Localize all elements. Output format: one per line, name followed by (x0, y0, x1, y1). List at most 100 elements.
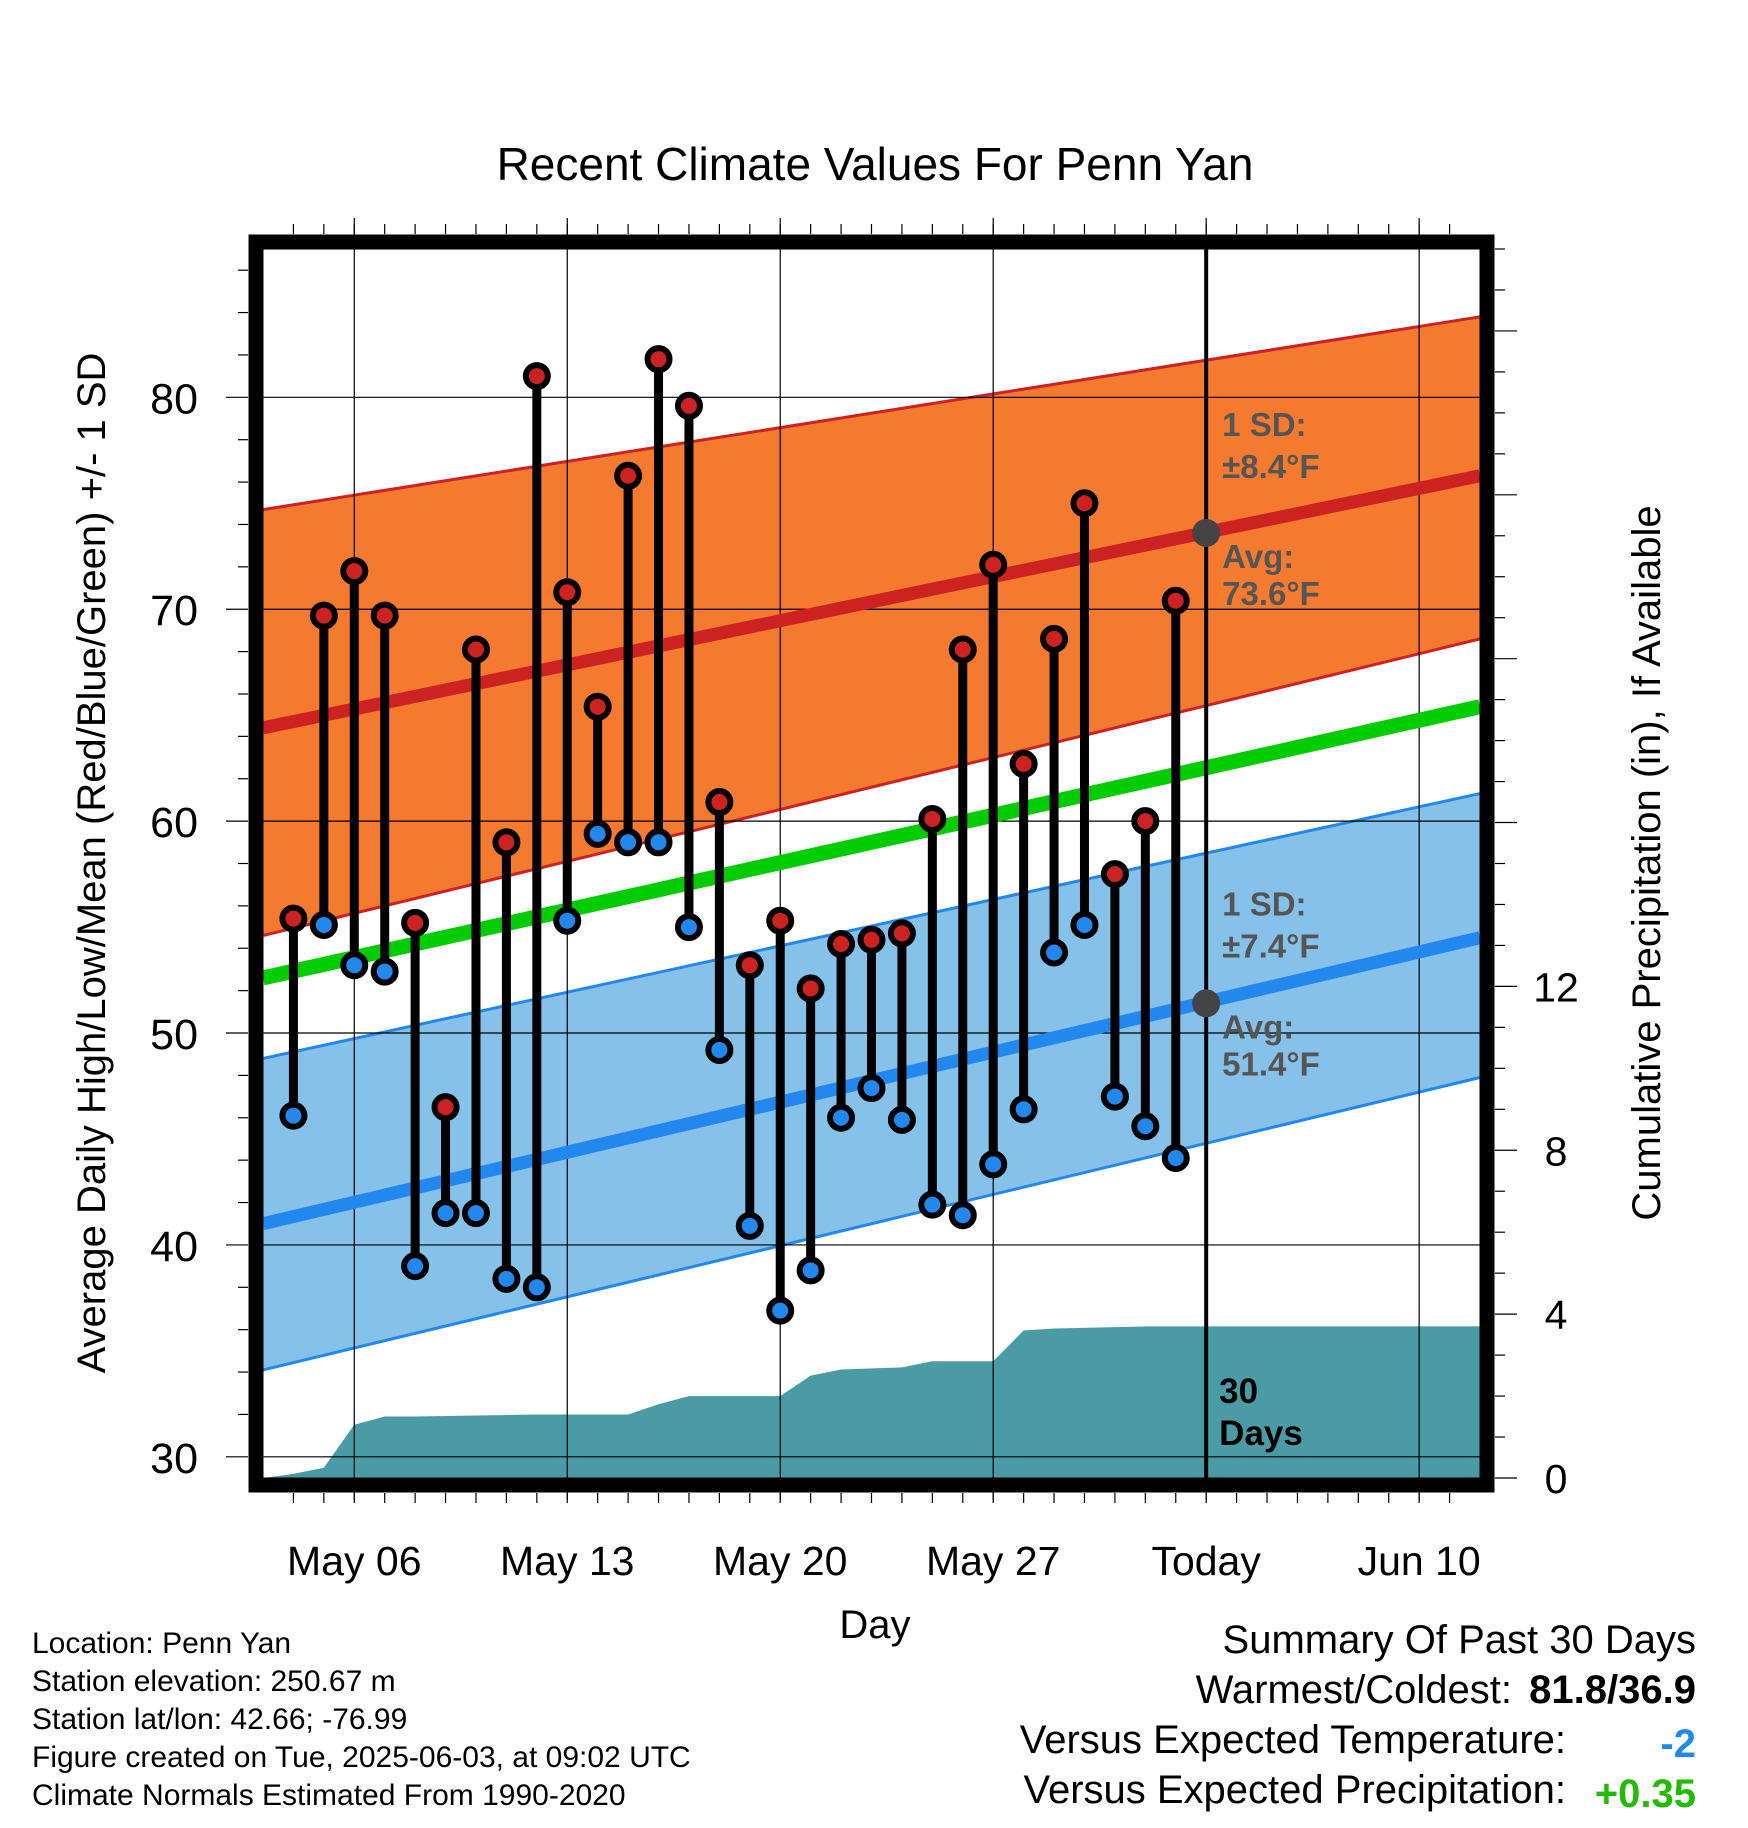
precipitation-area (263, 1326, 1480, 1478)
high-point-2025-05-14 (583, 692, 612, 721)
high-point-2025-05-05 (309, 601, 338, 630)
plot-frame (248, 234, 1495, 1493)
summary-temp-value: -2 (1660, 1722, 1696, 1766)
y-tick-label-40: 40 (150, 1223, 198, 1271)
low-point-2025-05-05 (309, 910, 338, 939)
high-point-2025-06-01 (1131, 807, 1160, 836)
x-tick-label-may-27: May 27 (926, 1538, 1060, 1584)
low-point-2025-05-28 (1009, 1095, 1038, 1124)
low-point-2025-05-26 (948, 1201, 977, 1230)
low-avg-today-marker (1192, 989, 1221, 1018)
low-point-2025-05-23 (857, 1074, 886, 1103)
info-created: Figure created on Tue, 2025-06-03, at 09… (32, 1741, 691, 1774)
y-axis-label: Average Daily High/Low/Mean (Red/Blue/Gr… (70, 353, 114, 1374)
low-point-2025-05-22 (827, 1103, 856, 1132)
low-sd-label: 1 SD: (1222, 885, 1306, 922)
summary-temp-label: Versus Expected Temperature: (1019, 1718, 1566, 1762)
summary-warm-cold-label: Warmest/Coldest: (1195, 1668, 1512, 1712)
plot-border (248, 234, 1495, 1493)
high-point-2025-05-10 (461, 635, 490, 664)
low-point-2025-05-04 (279, 1101, 308, 1130)
high-point-2025-05-08 (401, 908, 430, 937)
y2-tick-label-8: 8 (1545, 1128, 1568, 1174)
high-sd-value: ±8.4°F (1222, 448, 1319, 485)
days-word-label: Days (1219, 1414, 1303, 1453)
high-point-2025-05-15 (614, 461, 643, 490)
high-point-2025-05-24 (887, 919, 916, 948)
high-point-2025-05-18 (705, 788, 734, 817)
y2-axis-label: Cumulative Precipitation (in), If Availa… (1625, 505, 1669, 1220)
high-point-2025-05-26 (948, 635, 977, 664)
low-point-2025-05-31 (1100, 1082, 1129, 1111)
high-avg-today-marker (1192, 518, 1221, 547)
high-point-2025-05-06 (340, 557, 369, 586)
info-latlon: Station lat/lon: 42.66; -76.99 (32, 1703, 408, 1736)
low-point-2025-05-30 (1070, 910, 1099, 939)
x-tick-label-jun-10: Jun 10 (1358, 1538, 1481, 1584)
high-point-2025-05-09 (431, 1093, 460, 1122)
x-axis-label: Day (839, 1603, 910, 1647)
high-point-2025-05-21 (796, 974, 825, 1003)
high-point-2025-05-04 (279, 904, 308, 933)
high-point-2025-05-23 (857, 925, 886, 954)
high-point-2025-05-31 (1100, 860, 1129, 889)
low-point-2025-05-10 (461, 1199, 490, 1228)
high-point-2025-05-20 (766, 906, 795, 935)
high-point-2025-05-28 (1009, 749, 1038, 778)
high-sd-band-lower-edge (262, 637, 1481, 938)
high-point-2025-05-07 (370, 601, 399, 630)
low-point-2025-05-18 (705, 1035, 734, 1064)
low-point-2025-05-11 (492, 1264, 521, 1293)
low-point-2025-05-13 (553, 906, 582, 935)
summary-warm-cold-value: 81.8/36.9 (1529, 1668, 1696, 1712)
low-point-2025-05-12 (522, 1273, 551, 1302)
info-location: Location: Penn Yan (32, 1627, 292, 1660)
low-point-2025-05-16 (644, 828, 673, 857)
y-tick-label-30: 30 (150, 1435, 198, 1483)
low-point-2025-05-21 (796, 1256, 825, 1285)
low-point-2025-05-24 (887, 1105, 916, 1134)
chart-title: Recent Climate Values For Penn Yan (497, 138, 1254, 190)
x-tick-label-may-13: May 13 (500, 1538, 634, 1584)
y-tick-label-70: 70 (150, 587, 198, 635)
high-point-2025-05-12 (522, 362, 551, 391)
high-point-2025-05-30 (1070, 489, 1099, 518)
low-point-2025-05-27 (979, 1150, 1008, 1179)
axis-labels: Recent Climate Values For Penn Yan304050… (70, 138, 1669, 1647)
info-elevation: Station elevation: 250.67 m (32, 1665, 396, 1698)
summary-heading: Summary Of Past 30 Days (1222, 1618, 1696, 1662)
high-sd-band-upper-edge (262, 315, 1481, 512)
high-point-2025-05-22 (827, 930, 856, 959)
high-avg-line (261, 469, 1482, 735)
info-normals-period: Climate Normals Estimated From 1990-2020 (32, 1779, 626, 1812)
high-point-2025-05-27 (979, 550, 1008, 579)
high-point-2025-05-16 (644, 345, 673, 374)
x-tick-label-may-06: May 06 (287, 1538, 421, 1584)
daily-stems (288, 359, 1181, 1311)
y2-tick-label-0: 0 (1545, 1456, 1568, 1502)
y-tick-label-80: 80 (150, 375, 198, 423)
high-point-2025-05-17 (674, 391, 703, 420)
high-point-2025-05-13 (553, 578, 582, 607)
axis-ticks (226, 224, 1517, 1503)
y2-tick-label-12: 12 (1533, 964, 1579, 1010)
low-point-2025-05-17 (674, 913, 703, 942)
low-point-2025-06-01 (1131, 1112, 1160, 1141)
precip-area (263, 1326, 1480, 1478)
low-avg-value: 51.4°F (1222, 1045, 1320, 1082)
low-point-2025-05-09 (431, 1199, 460, 1228)
y2-tick-label-4: 4 (1545, 1292, 1568, 1338)
high-point-2025-05-25 (918, 805, 947, 834)
high-avg-label: Avg: (1222, 538, 1294, 575)
low-point-2025-05-29 (1040, 938, 1069, 967)
summary-precip-value: +0.35 (1594, 1772, 1696, 1816)
low-sd-band-lower-edge (262, 1076, 1481, 1372)
low-point-2025-05-14 (583, 819, 612, 848)
low-point-2025-05-06 (340, 951, 369, 980)
low-point-2025-05-25 (918, 1190, 947, 1219)
x-tick-label-may-20: May 20 (713, 1538, 847, 1584)
high-point-2025-05-19 (735, 951, 764, 980)
mean-avg-line (261, 699, 1482, 986)
